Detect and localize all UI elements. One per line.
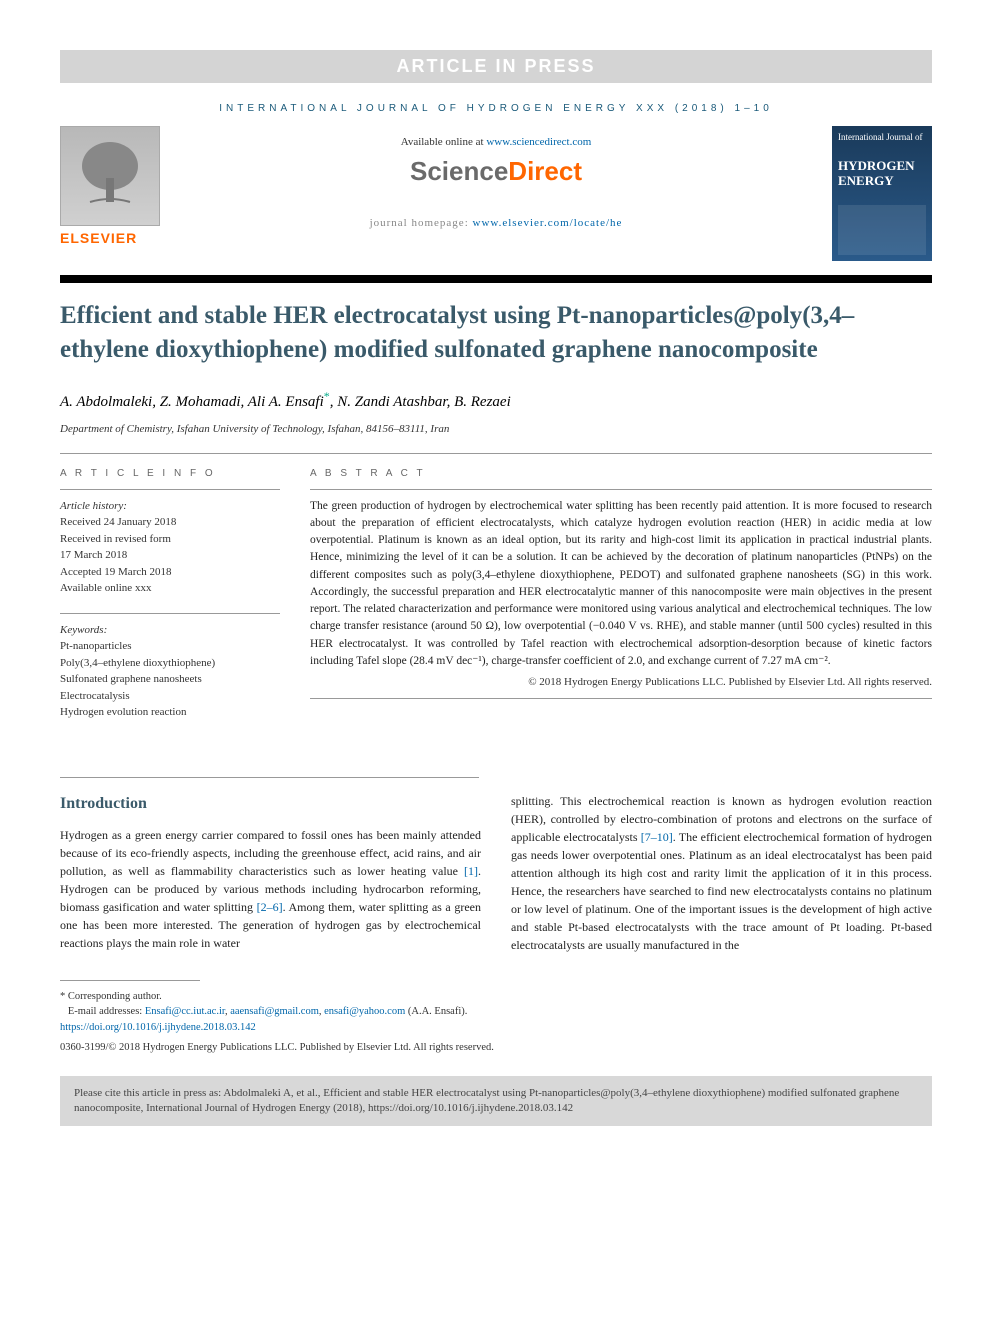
- corresponding-author-note: * Corresponding author.: [60, 989, 932, 1005]
- sciencedirect-link[interactable]: www.sciencedirect.com: [486, 136, 591, 148]
- keyword-2: Poly(3,4–ethylene dioxythiophene): [60, 655, 280, 672]
- email-label: E-mail addresses:: [68, 1006, 145, 1017]
- received-date: Received 24 January 2018: [60, 514, 280, 531]
- black-divider-bar: [60, 275, 932, 283]
- elsevier-logo-block: ELSEVIER: [60, 126, 160, 246]
- header-row: ELSEVIER Available online at www.science…: [60, 126, 932, 261]
- revised-line1: Received in revised form: [60, 531, 280, 548]
- issn-copyright-line: 0360-3199/© 2018 Hydrogen Energy Publica…: [60, 1040, 932, 1056]
- abstract-bottom-rule: [310, 698, 932, 699]
- article-history-block: Article history: Received 24 January 201…: [60, 498, 280, 597]
- affiliation: Department of Chemistry, Isfahan Univers…: [60, 423, 932, 435]
- corr-text: * Corresponding author.: [60, 991, 162, 1002]
- homepage-prefix: journal homepage:: [370, 217, 473, 229]
- keyword-1: Pt-nanoparticles: [60, 638, 280, 655]
- intro-paragraph-left: Hydrogen as a green energy carrier compa…: [60, 826, 481, 952]
- abstract-copyright: © 2018 Hydrogen Energy Publications LLC.…: [310, 676, 932, 688]
- cover-title: HYDROGEN ENERGY: [838, 159, 926, 188]
- email-line: E-mail addresses: Ensafi@cc.iut.ac.ir, a…: [60, 1004, 932, 1020]
- ref-link-1[interactable]: [1]: [464, 864, 478, 878]
- cover-image-placeholder: [838, 205, 926, 255]
- journal-header: INTERNATIONAL JOURNAL OF HYDROGEN ENERGY…: [60, 103, 932, 114]
- intro-text-2b: . The efficient electrochemical formatio…: [511, 830, 932, 952]
- abstract-text: The green production of hydrogen by elec…: [310, 498, 932, 671]
- body-column-left: Introduction Hydrogen as a green energy …: [60, 792, 481, 954]
- article-in-press-banner: ARTICLE IN PRESS: [60, 50, 932, 83]
- keyword-3: Sulfonated graphene nanosheets: [60, 671, 280, 688]
- keywords-rule: [60, 613, 280, 614]
- abstract-column: A B S T R A C T The green production of …: [310, 468, 932, 737]
- sd-logo-right: Direct: [508, 156, 582, 186]
- body-column-right: splitting. This electrochemical reaction…: [511, 792, 932, 954]
- info-rule: [60, 489, 280, 490]
- accepted-date: Accepted 19 March 2018: [60, 564, 280, 581]
- email-suffix: (A.A. Ensafi).: [405, 1006, 467, 1017]
- homepage-link[interactable]: www.elsevier.com/locate/he: [473, 217, 623, 229]
- online-date: Available online xxx: [60, 580, 280, 597]
- keyword-5: Hydrogen evolution reaction: [60, 704, 280, 721]
- intro-rule: [60, 777, 479, 778]
- article-info-column: A R T I C L E I N F O Article history: R…: [60, 468, 280, 737]
- keywords-block: Keywords: Pt-nanoparticles Poly(3,4–ethy…: [60, 622, 280, 721]
- authors-before-asterisk: A. Abdolmaleki, Z. Mohamadi, Ali A. Ensa…: [60, 394, 324, 410]
- intro-text-1a: Hydrogen as a green energy carrier compa…: [60, 828, 481, 878]
- elsevier-tree-icon: [60, 126, 160, 226]
- email-link-1[interactable]: Ensafi@cc.iut.ac.ir: [145, 1006, 225, 1017]
- info-abstract-row: A R T I C L E I N F O Article history: R…: [60, 468, 932, 737]
- doi-link[interactable]: https://doi.org/10.1016/j.ijhydene.2018.…: [60, 1022, 256, 1033]
- revised-line2: 17 March 2018: [60, 547, 280, 564]
- available-online-text: Available online at www.sciencedirect.co…: [180, 136, 812, 148]
- abstract-rule: [310, 489, 932, 490]
- authors-line: A. Abdolmaleki, Z. Mohamadi, Ali A. Ensa…: [60, 389, 932, 411]
- history-label: Article history:: [60, 498, 280, 515]
- sd-logo-left: Science: [410, 156, 508, 186]
- intro-paragraph-right: splitting. This electrochemical reaction…: [511, 792, 932, 954]
- journal-cover-thumbnail: International Journal of HYDROGEN ENERGY: [832, 126, 932, 261]
- rule-above-info: [60, 453, 932, 454]
- sciencedirect-logo: ScienceDirect: [180, 156, 812, 187]
- header-center: Available online at www.sciencedirect.co…: [180, 126, 812, 229]
- ref-link-7-10[interactable]: [7–10]: [641, 830, 673, 844]
- keyword-4: Electrocatalysis: [60, 688, 280, 705]
- footnote-rule: [60, 980, 200, 981]
- citation-box: Please cite this article in press as: Ab…: [60, 1076, 932, 1127]
- footnotes: * Corresponding author. E-mail addresses…: [60, 989, 932, 1056]
- abstract-heading: A B S T R A C T: [310, 468, 932, 479]
- available-prefix: Available online at: [401, 136, 487, 148]
- authors-after-asterisk: , N. Zandi Atashbar, B. Rezaei: [330, 394, 511, 410]
- ref-link-2-6[interactable]: [2–6]: [257, 900, 283, 914]
- article-info-heading: A R T I C L E I N F O: [60, 468, 280, 479]
- keywords-label: Keywords:: [60, 622, 280, 639]
- email-link-3[interactable]: ensafi@yahoo.com: [324, 1006, 405, 1017]
- article-title: Efficient and stable HER electrocatalyst…: [60, 299, 932, 367]
- homepage-text: journal homepage: www.elsevier.com/locat…: [180, 217, 812, 229]
- email-link-2[interactable]: aaensafi@gmail.com: [230, 1006, 319, 1017]
- body-columns: Introduction Hydrogen as a green energy …: [60, 792, 932, 954]
- elsevier-text: ELSEVIER: [60, 230, 160, 246]
- introduction-heading: Introduction: [60, 792, 481, 816]
- cover-top-text: International Journal of: [838, 132, 926, 142]
